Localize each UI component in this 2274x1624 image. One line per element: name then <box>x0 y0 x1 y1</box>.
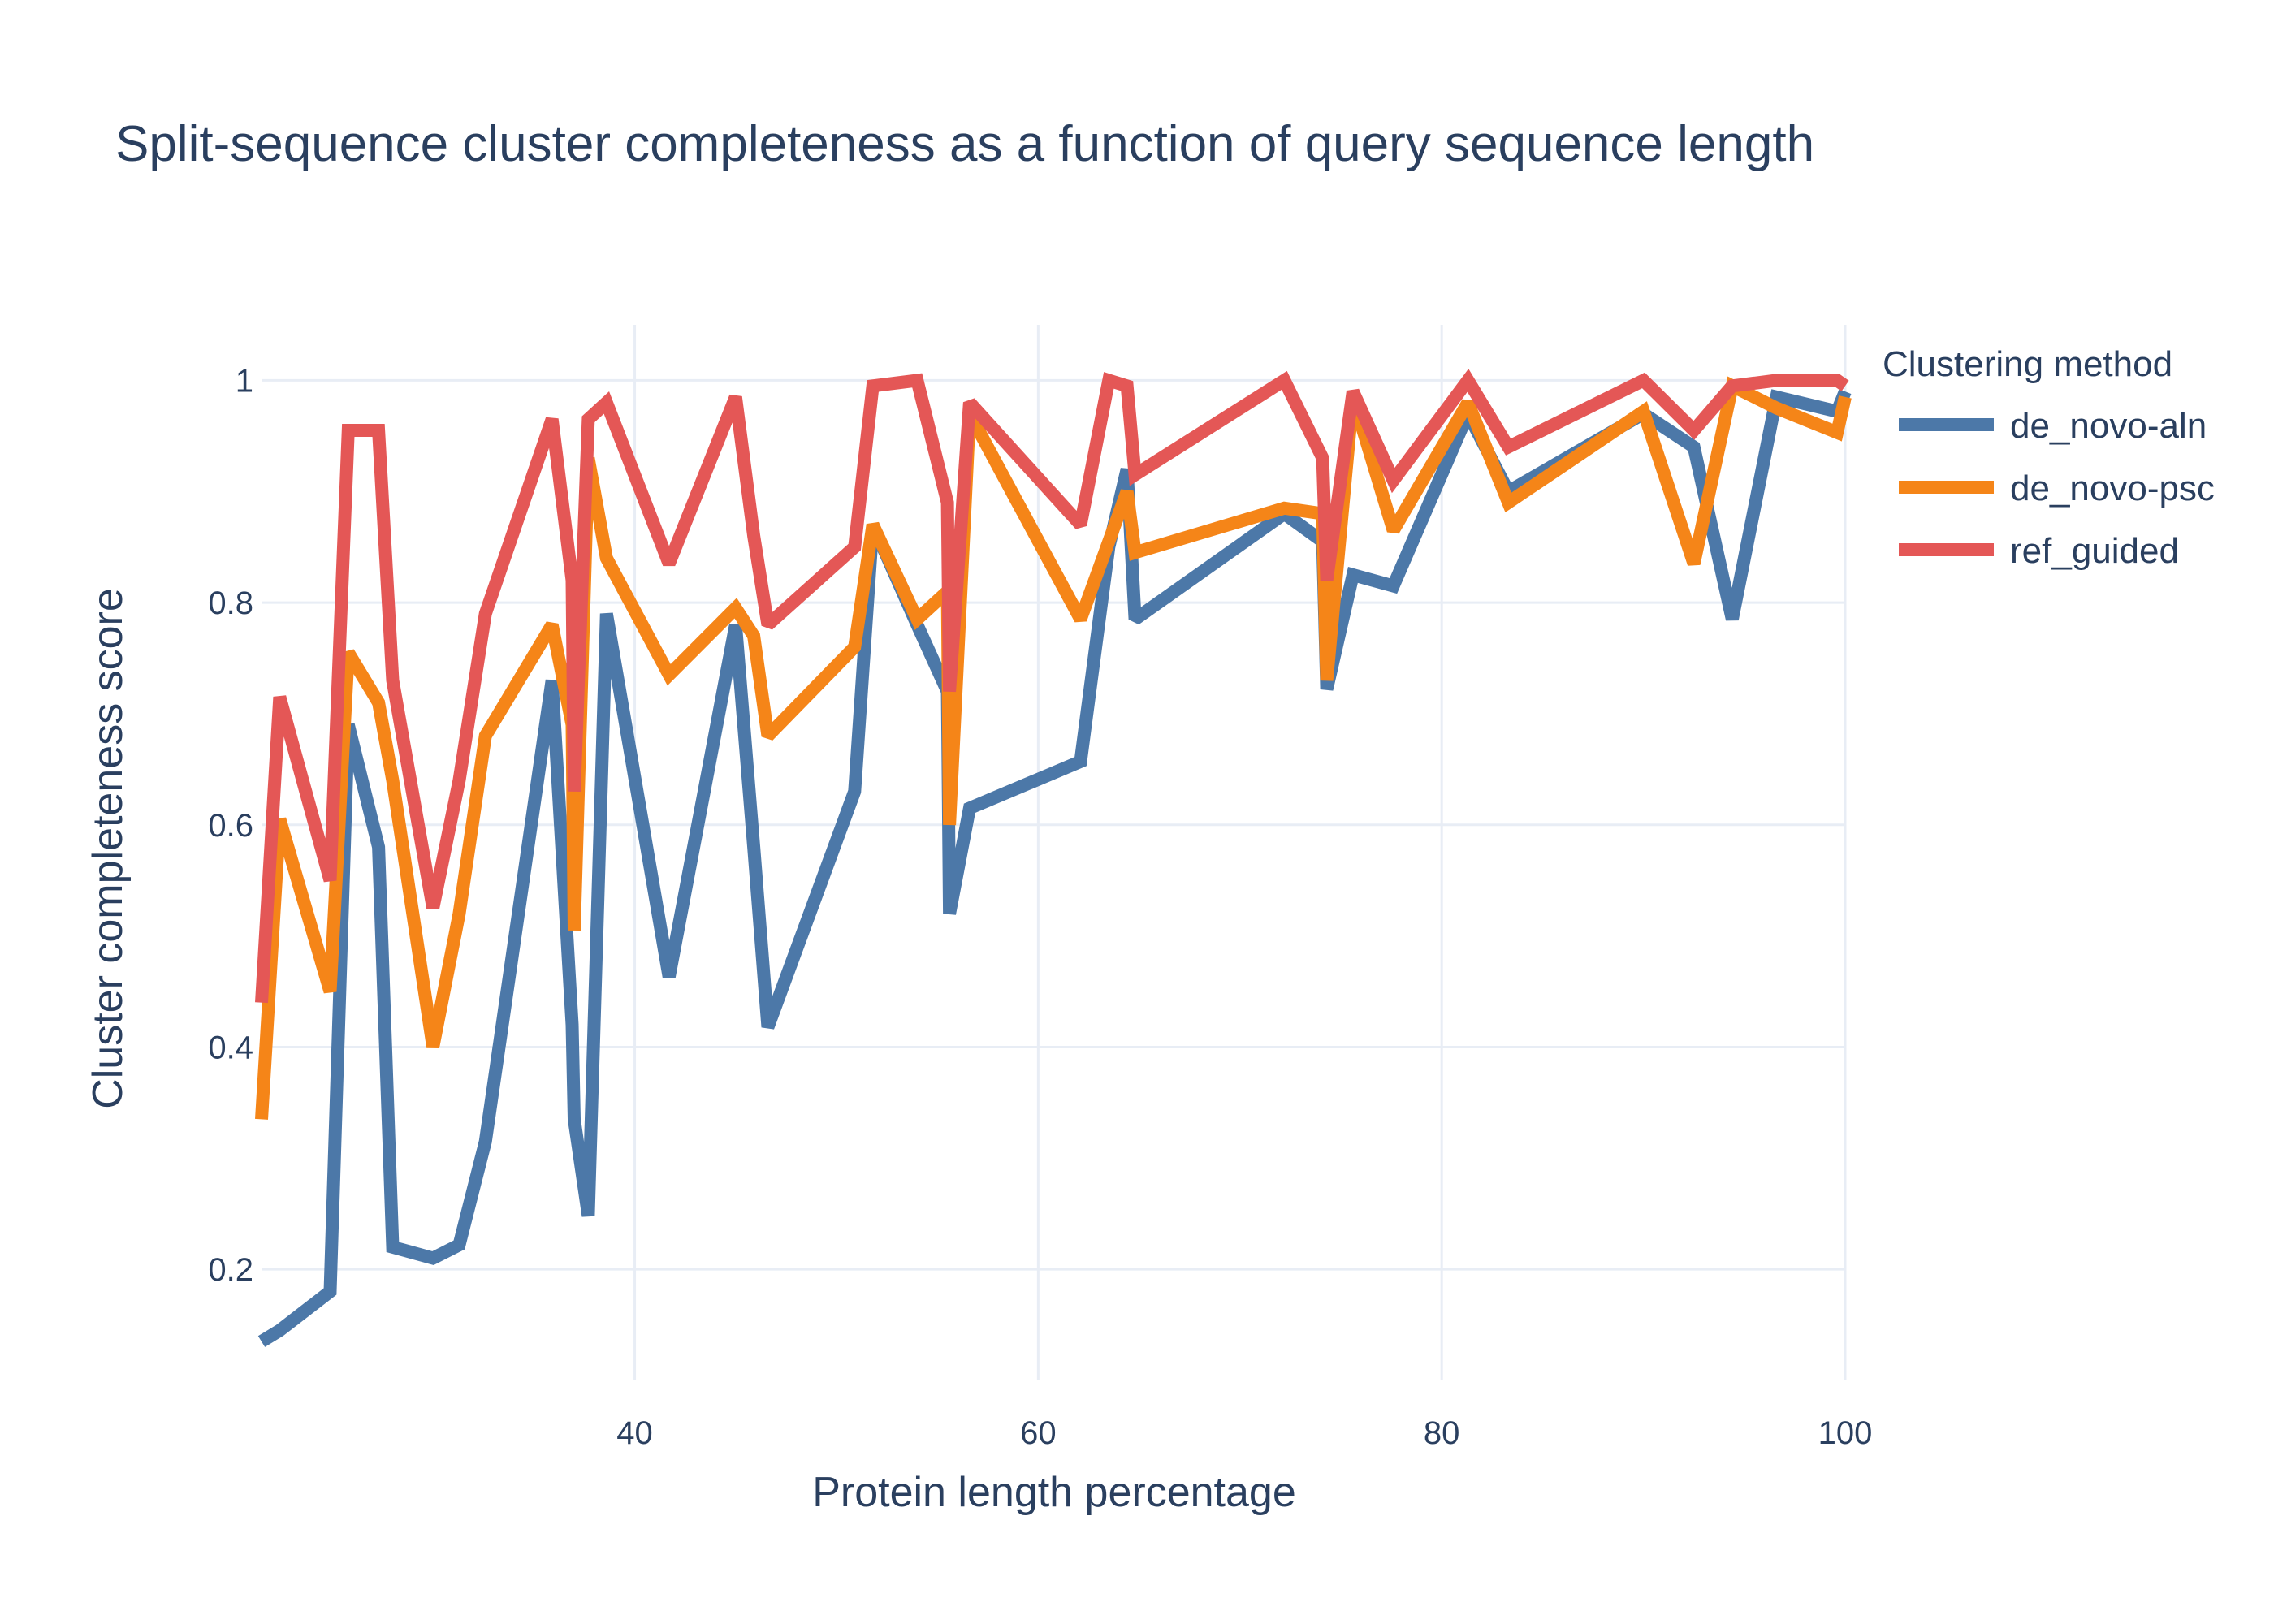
x-axis-title: Protein length percentage <box>812 1469 1296 1516</box>
series-line-de_novo-aln <box>257 389 1852 1347</box>
x-tick-label: 100 <box>1818 1415 1873 1451</box>
y-tick-label: 0.4 <box>208 1030 253 1065</box>
x-tick-label: 80 <box>1424 1415 1460 1451</box>
y-axis-title: Cluster completeness score <box>84 588 132 1109</box>
legend-label-de_novo-psc: de_novo-psc <box>2010 469 2215 508</box>
x-axis-ticks: 40 60 80 100 <box>616 1415 1872 1451</box>
x-tick-label: 60 <box>1020 1415 1057 1451</box>
series-line-de_novo-psc <box>255 376 1852 1120</box>
y-tick-label: 0.2 <box>208 1252 253 1288</box>
x-tick-label: 40 <box>616 1415 653 1451</box>
legend-label-de_novo-aln: de_novo-aln <box>2010 406 2207 446</box>
legend-label-ref_guided: ref_guided <box>2010 531 2179 571</box>
chart-title: Split-sequence cluster completeness as a… <box>115 116 1814 172</box>
y-tick-label: 0.8 <box>208 585 253 621</box>
y-tick-label: 1 <box>236 363 253 399</box>
legend-title: Clustering method <box>1883 344 2172 384</box>
series-lines <box>255 369 1852 1347</box>
series-line-ref_guided <box>255 369 1849 1004</box>
y-axis-ticks: 0.2 0.4 0.6 0.8 1 <box>208 363 253 1288</box>
legend: Clustering method de_novo-aln de_novo-psc… <box>1883 344 2215 571</box>
y-tick-label: 0.6 <box>208 808 253 844</box>
legend-items: de_novo-aln de_novo-psc ref_guided <box>1899 406 2215 571</box>
grid <box>262 325 1847 1380</box>
